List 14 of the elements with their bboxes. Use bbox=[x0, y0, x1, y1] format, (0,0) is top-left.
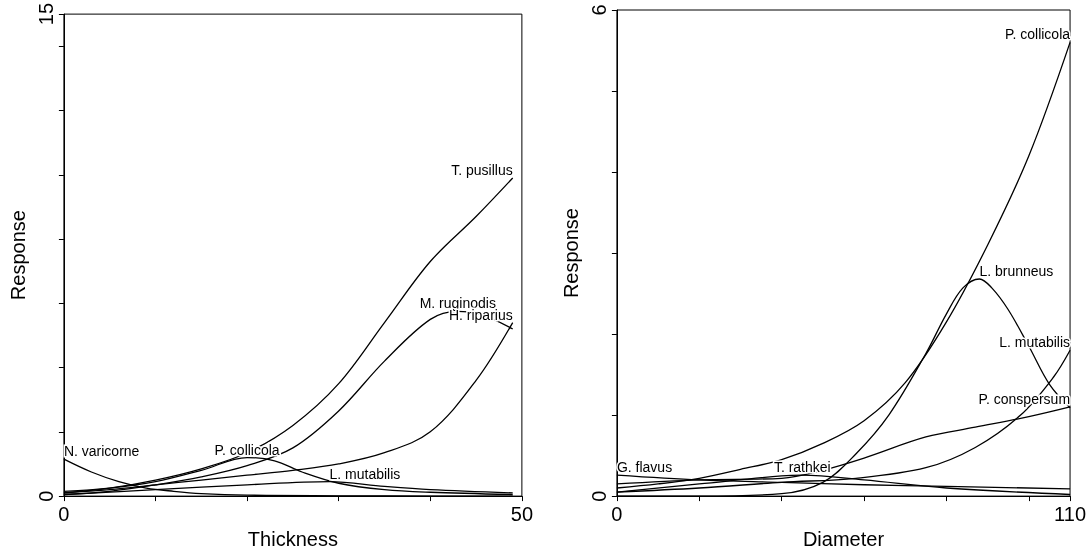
x-axis-title: Diameter bbox=[802, 528, 885, 550]
x-axis-title: Thickness bbox=[247, 528, 338, 550]
series-label: T. rathkei bbox=[773, 459, 831, 476]
series-label: P. collicola bbox=[1004, 26, 1071, 43]
y-axis-title: Response bbox=[560, 208, 582, 299]
x-tick-label: 110 bbox=[1054, 503, 1086, 526]
x-tick-label: 50 bbox=[510, 503, 533, 526]
y-tick-label: 6 bbox=[587, 4, 610, 16]
y-tick-label: 15 bbox=[34, 3, 57, 26]
y-axis-title: Response bbox=[7, 210, 29, 301]
series-label: T. pusillus bbox=[451, 162, 513, 178]
series-label: N. varicorne bbox=[63, 443, 140, 460]
series-label: L. mutabilis bbox=[329, 465, 401, 482]
series-label: L. brunneus bbox=[979, 262, 1054, 279]
